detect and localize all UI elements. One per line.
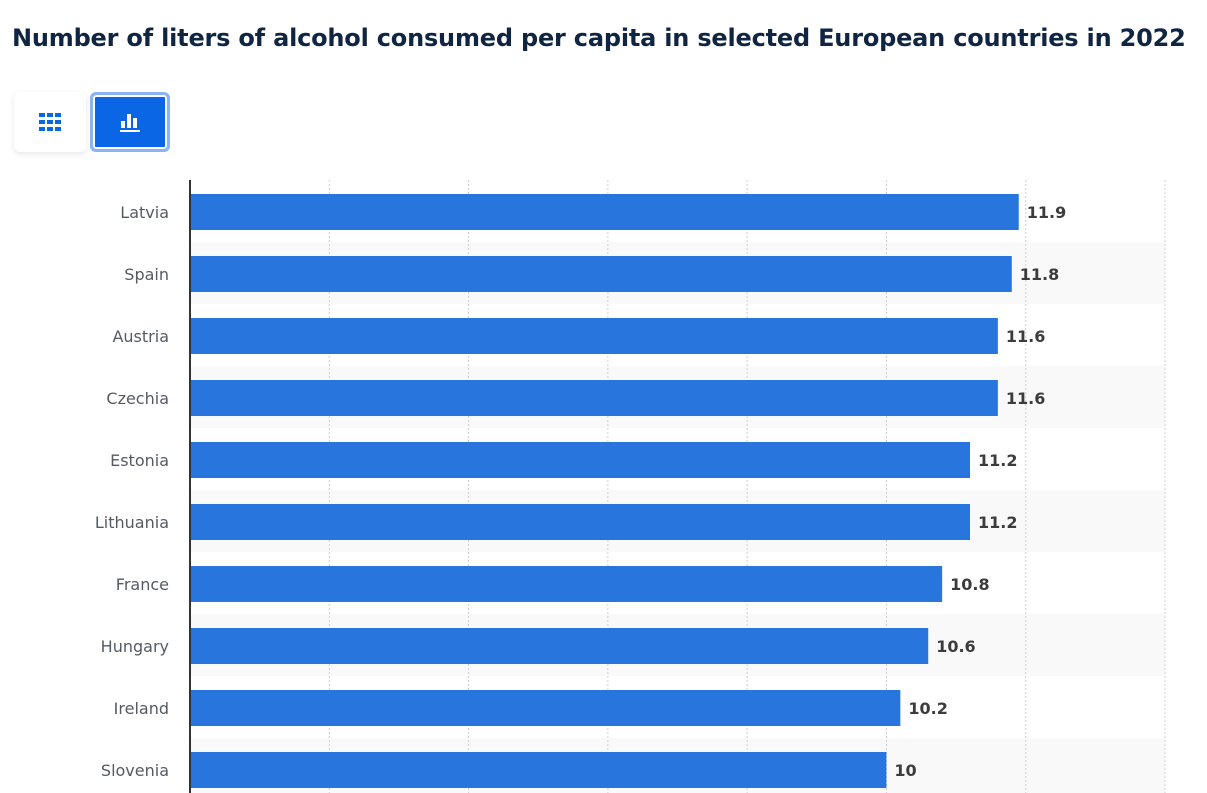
value-label: 11.2 [978, 451, 1017, 470]
chart-title: Number of liters of alcohol consumed per… [12, 24, 1186, 52]
bar-france [190, 566, 943, 602]
value-label: 10.6 [936, 637, 975, 656]
bar-latvia [190, 194, 1019, 230]
category-label: Estonia [110, 451, 169, 470]
value-label: 10.8 [950, 575, 989, 594]
value-label: 11.6 [1006, 389, 1045, 408]
bar-estonia [190, 442, 970, 478]
bar-spain [190, 256, 1012, 292]
category-label: Lithuania [95, 513, 169, 532]
category-label: Ireland [114, 699, 169, 718]
value-label: 11.9 [1027, 203, 1066, 222]
bar-lithuania [190, 504, 970, 540]
category-label: Latvia [120, 203, 169, 222]
category-label: Spain [124, 265, 169, 284]
bar-czechia [190, 380, 998, 416]
bar-slovenia [190, 752, 887, 788]
value-label: 11.8 [1020, 265, 1059, 284]
category-label: Austria [112, 327, 169, 346]
value-label: 11.2 [978, 513, 1017, 532]
category-label: Czechia [106, 389, 169, 408]
bar-ireland [190, 690, 901, 726]
category-label: Slovenia [101, 761, 169, 780]
bar-chart-icon [120, 114, 140, 132]
bar-chart: Latvia 11.9 Spain 11.8 Austria 11.6 Czechia 11.… [95, 180, 1166, 793]
chart-view-button[interactable] [90, 92, 170, 152]
bar-hungary [190, 628, 929, 664]
category-label: France [116, 575, 169, 594]
value-label: 11.6 [1006, 327, 1045, 346]
value-label: 10.2 [908, 699, 947, 718]
table-view-button[interactable] [14, 92, 86, 152]
value-label: 10 [894, 761, 916, 780]
category-label: Hungary [101, 637, 169, 656]
bar-austria [190, 318, 998, 354]
grid-table-icon [39, 113, 61, 131]
